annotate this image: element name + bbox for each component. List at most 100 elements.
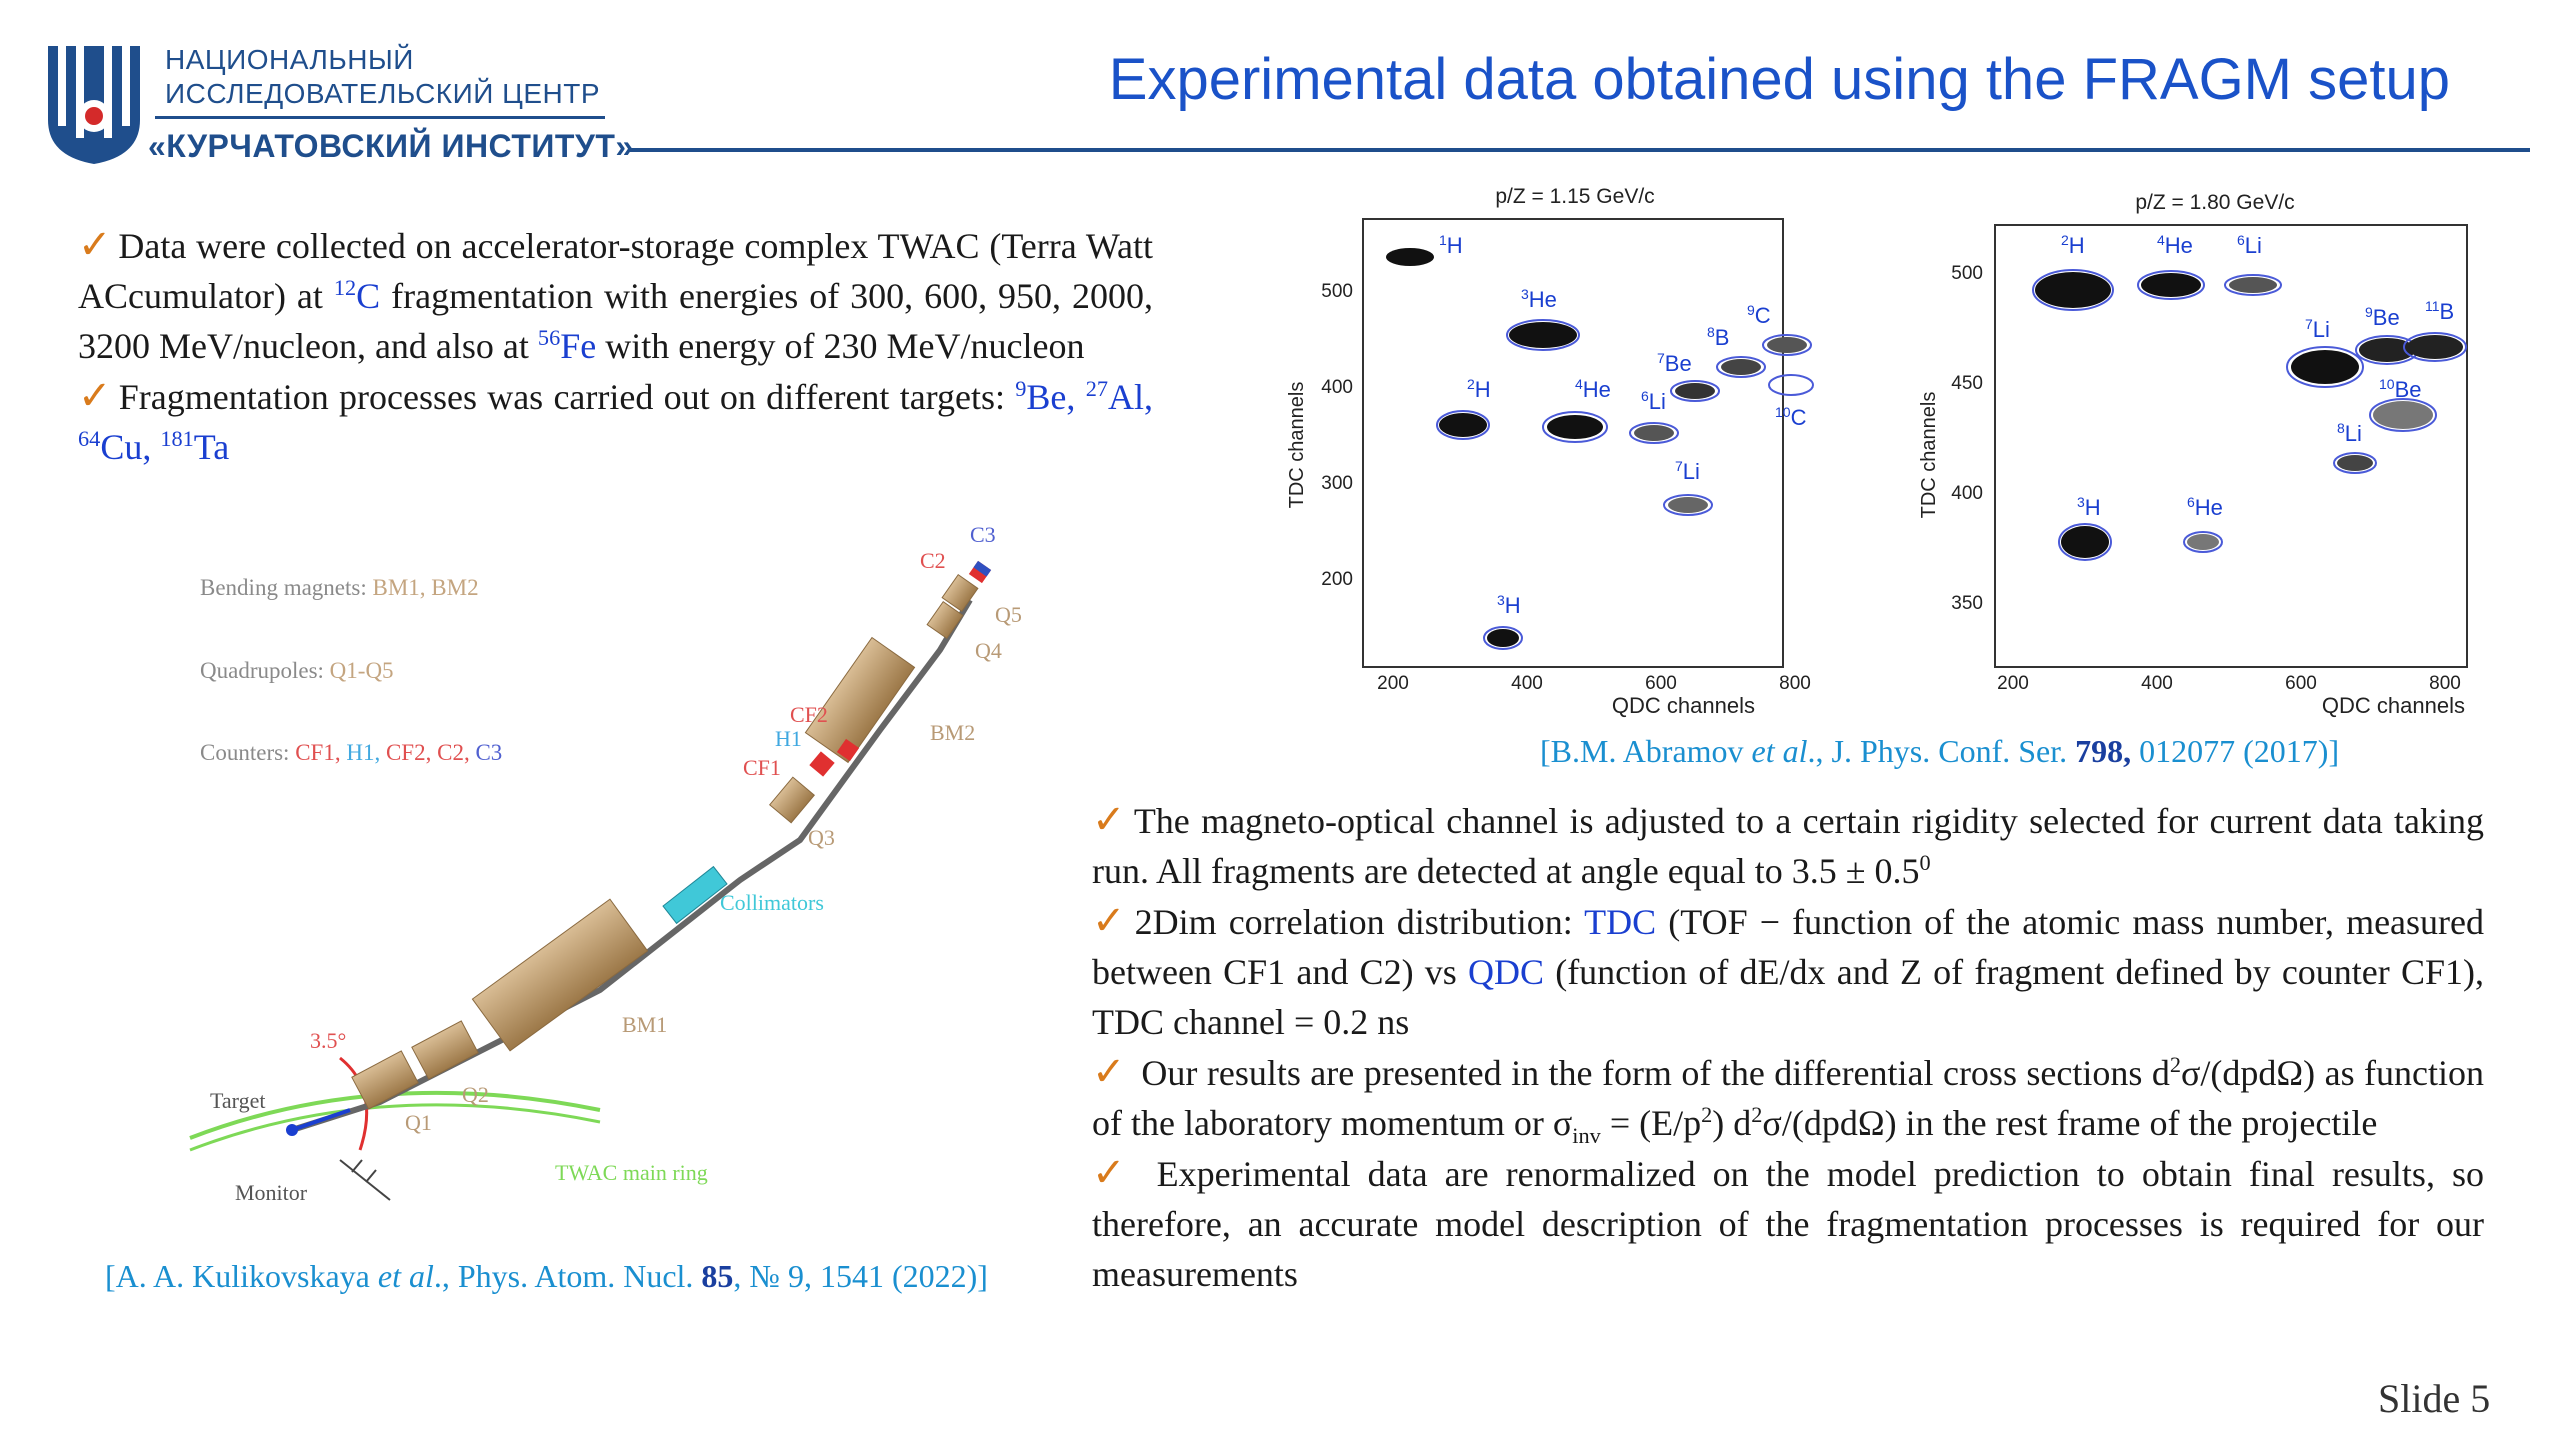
- svg-text:10Be: 10Be: [2379, 376, 2422, 402]
- beamline-diagram: Bending magnets: BM1, BM2 Quadrupoles: Q…: [189, 522, 1022, 1205]
- check-icon: ✓: [1092, 1150, 1134, 1196]
- plot-left-labels: 1H 3He 2H 4He 6Li 7Be 8B 9C 10C 7Li 3H: [1439, 232, 1807, 618]
- right-text-block: ✓ The magneto-optical channel is adjusted…: [1092, 795, 2484, 1299]
- org-name-line3: «КУРЧАТОВСКИЙ ИНСТИТУТ»: [148, 128, 634, 164]
- header-divider-short: [155, 116, 605, 119]
- counter-cf2: [836, 738, 860, 762]
- plot-left-title: p/Z = 1.15 GeV/c: [1495, 185, 1654, 208]
- svg-text:7Be: 7Be: [1657, 350, 1692, 376]
- bullet-cross-sections: ✓ Our results are presented in the form …: [1092, 1049, 2484, 1149]
- plot-left-clusters: [1386, 248, 1814, 650]
- target-point: [286, 1124, 298, 1136]
- plot-right-labels: 2H 4He 6Li 9Be 11B 7Li 10Be 8Li 3H 6He: [2061, 232, 2454, 520]
- svg-text:2H: 2H: [1467, 376, 1491, 402]
- svg-text:8B: 8B: [1707, 324, 1729, 350]
- svg-text:11B: 11B: [2425, 298, 2454, 324]
- bullet-text: Fragmentation processes was carried out …: [118, 377, 1016, 417]
- left-text-block: ✓ Data were collected on accelerator-stor…: [78, 220, 1153, 472]
- bullet-text: fragmentation with energies of 300, 600,…: [78, 276, 1153, 366]
- plot-left-xtick: 400: [1511, 673, 1543, 694]
- bullet-text: with energy of 230 MeV/nucleon: [596, 326, 1085, 366]
- svg-text:1H: 1H: [1439, 232, 1463, 258]
- plot-left-xlabel: QDC channels: [1612, 693, 1755, 718]
- target-be9: 9Be,: [1015, 376, 1076, 417]
- svg-text:3H: 3H: [2077, 494, 2101, 520]
- isotope-fe56: 56Fe: [537, 325, 597, 366]
- quadrupole-q4: [926, 600, 964, 640]
- check-icon: ✓: [78, 222, 113, 268]
- plot-right-frame: [1994, 224, 2468, 668]
- svg-text:9C: 9C: [1747, 302, 1771, 328]
- plot-right-xtick: 600: [2285, 673, 2317, 694]
- bullet-text: (function of dE/dx and Z of fragment def…: [1092, 952, 2484, 1042]
- kurchatov-logo-icon: [48, 46, 140, 164]
- label-h1: H1: [775, 726, 802, 751]
- check-icon: ✓: [78, 373, 113, 419]
- plot-right-xtick: 200: [1997, 673, 2029, 694]
- svg-text:6Li: 6Li: [2237, 232, 2262, 258]
- plot-left-ytick: 400: [1321, 377, 1353, 398]
- bullet-text: The magneto-optical channel is adjusted …: [1092, 801, 2484, 891]
- bullet-twac: ✓ Data were collected on accelerator-stor…: [78, 220, 1153, 371]
- isotope-c12: 12C: [333, 275, 381, 316]
- quadrupole-q2: [411, 1020, 479, 1080]
- bending-magnet-bm2: [804, 636, 916, 764]
- reference-kulikovskaya: [A. A. Kulikovskaya et al., Phys. Atom. …: [105, 1258, 988, 1294]
- plot-left-ytick: 300: [1321, 473, 1353, 494]
- tdc-qdc-plots: p/Z = 1.15 GeV/c TDC channels QDC channe…: [1286, 185, 2468, 718]
- label-c3: C3: [970, 522, 996, 547]
- label-q5: Q5: [995, 602, 1022, 627]
- plot-right-ytick: 500: [1951, 263, 1983, 284]
- collimators: [662, 865, 728, 925]
- legend-counters: Counters: CF1, H1, CF2, C2, C3: [200, 740, 502, 765]
- label-angle: 3.5°: [310, 1028, 346, 1053]
- label-cf2: CF2: [790, 702, 828, 727]
- bullet-text: 2Dim correlation distribution:: [1134, 902, 1585, 942]
- label-bm1: BM1: [622, 1012, 667, 1037]
- plot-right-xtick: 400: [2141, 673, 2173, 694]
- target-cu64: 64Cu,: [78, 426, 152, 467]
- counter-c2-c3: [968, 560, 992, 584]
- quadrupole-q5: [941, 573, 979, 613]
- legend-bending: Bending magnets: BM1, BM2: [200, 575, 479, 600]
- org-name-line1: НАЦИОНАЛЬНЫЙ: [165, 44, 414, 75]
- legend-quadrupoles: Quadrupoles: Q1-Q5: [200, 658, 394, 683]
- check-icon: ✓: [1092, 1049, 1126, 1095]
- term-qdc: QDC: [1467, 952, 1544, 992]
- svg-text:6Li: 6Li: [1641, 388, 1666, 414]
- svg-text:2H: 2H: [2061, 232, 2085, 258]
- label-twac-ring: TWAC main ring: [555, 1160, 708, 1185]
- svg-text:6He: 6He: [2187, 494, 2223, 520]
- bullet-renormalization: ✓ Experimental data are renormalized on …: [1092, 1148, 2484, 1299]
- plot-right-xlabel: QDC channels: [2322, 693, 2465, 718]
- plot-left-ylabel: TDC channels: [1286, 382, 1308, 509]
- label-collimators: Collimators: [720, 890, 824, 915]
- plot-left-xtick: 600: [1645, 673, 1677, 694]
- plot-left-ytick: 200: [1321, 569, 1353, 590]
- plot-right-ylabel: TDC channels: [1918, 392, 1940, 519]
- bullet-targets: ✓ Fragmentation processes was carried out…: [78, 371, 1153, 472]
- plot-right-ytick: 350: [1951, 593, 1983, 614]
- plot-right-title: p/Z = 1.80 GeV/c: [2135, 191, 2294, 214]
- label-bm2: BM2: [930, 720, 975, 745]
- label-c2: C2: [920, 548, 946, 573]
- plot-right-clusters: [2032, 269, 2467, 561]
- plot-right-xtick: 800: [2429, 673, 2461, 694]
- label-target: Target: [210, 1088, 265, 1113]
- target-al27: 27Al,: [1085, 376, 1153, 417]
- label-q4: Q4: [975, 638, 1002, 663]
- svg-text:8Li: 8Li: [2337, 420, 2362, 446]
- svg-text:4He: 4He: [2157, 232, 2193, 258]
- target-ta181: 181Ta: [160, 426, 230, 467]
- plot-left-xtick: 200: [1377, 673, 1409, 694]
- label-q3: Q3: [808, 825, 835, 850]
- counter-cf1: [809, 751, 835, 777]
- bullet-text: Data were collected on accelerator-stora…: [78, 226, 1153, 316]
- svg-text:10C: 10C: [1775, 404, 1807, 430]
- plot-left-xtick: 800: [1779, 673, 1811, 694]
- reference-abramov: [B.M. Abramov et al., J. Phys. Conf. Ser…: [1540, 733, 2340, 769]
- header-divider: [630, 148, 2530, 152]
- label-q2: Q2: [462, 1082, 489, 1107]
- twac-ring-inner: [189, 1103, 601, 1152]
- bending-magnet-bm1: [471, 898, 649, 1052]
